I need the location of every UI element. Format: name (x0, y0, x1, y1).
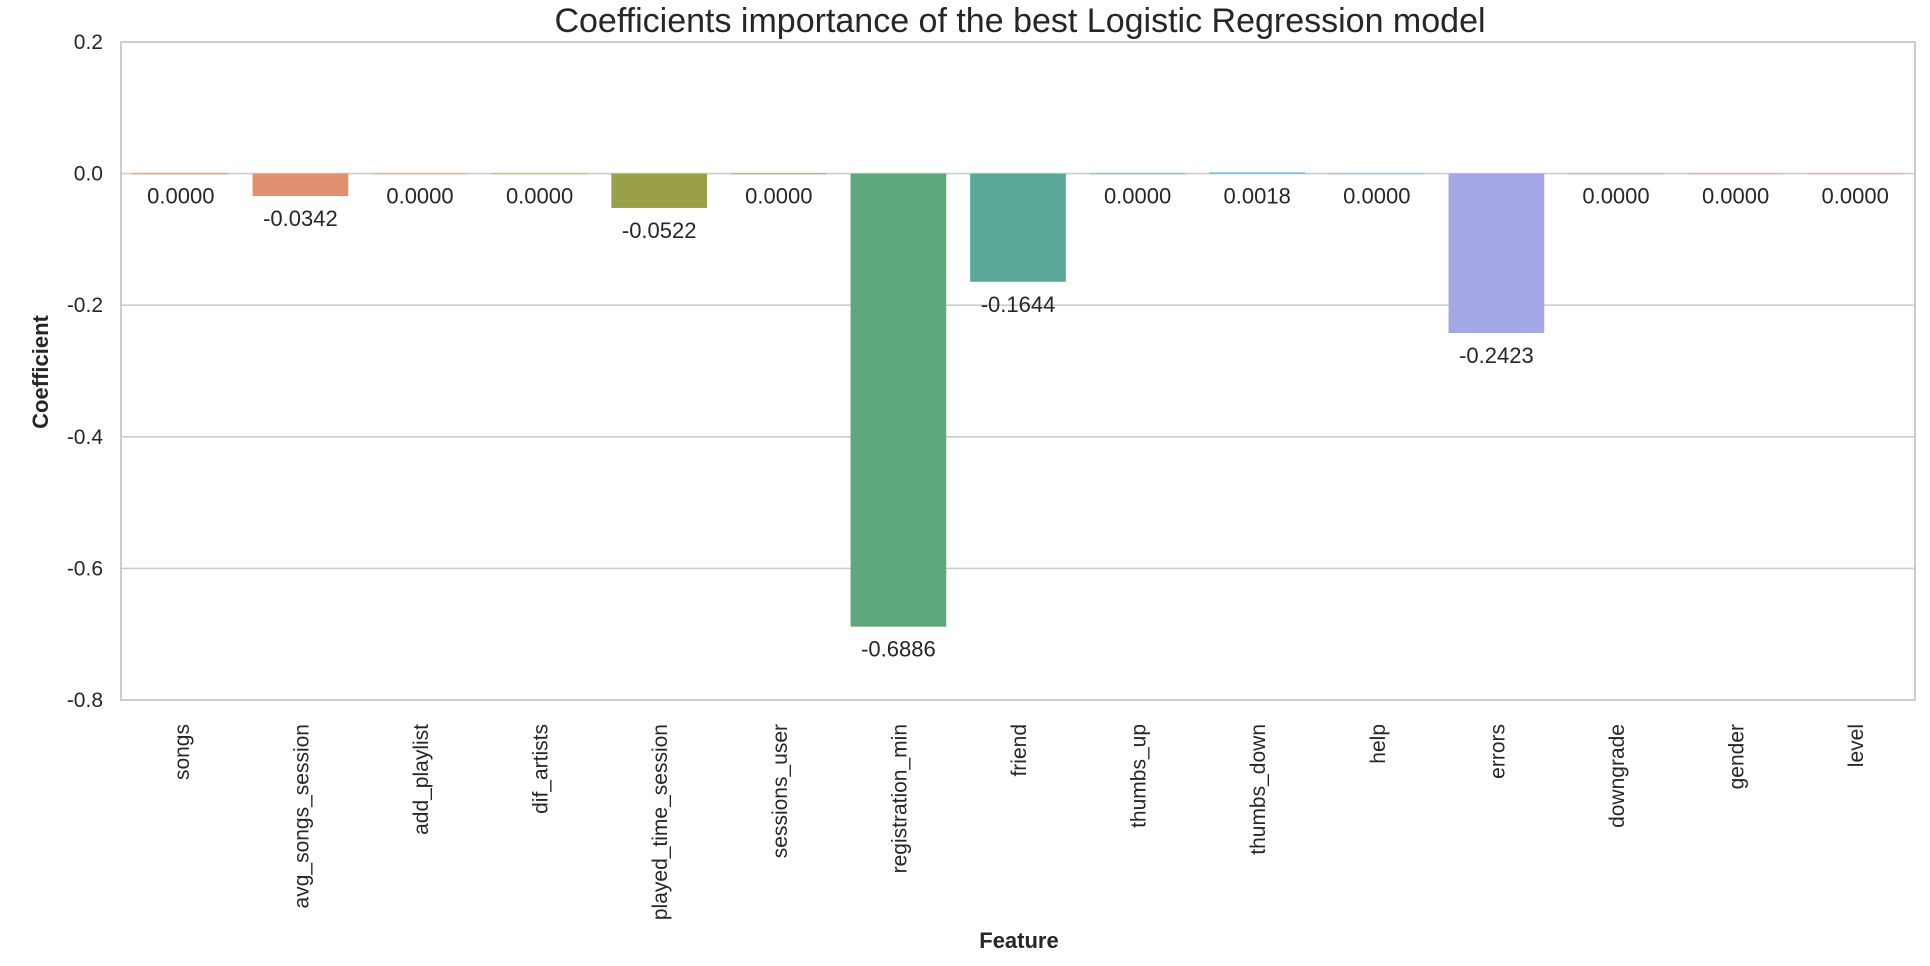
data-label: 0.0000 (147, 184, 214, 209)
bars (132, 172, 1904, 627)
x-tick-label: sessions_user (769, 724, 792, 858)
x-tick-label: avg_songs_session (290, 724, 313, 908)
data-label: -0.2423 (1459, 343, 1534, 368)
gridlines (121, 41, 1915, 701)
x-tick-label: level (1845, 724, 1868, 767)
bar-registration_min (850, 173, 947, 627)
data-label: 0.0000 (1582, 184, 1649, 209)
data-label: -0.1644 (981, 292, 1056, 317)
chart-title: Coefficients importance of the best Logi… (554, 2, 1485, 40)
bar-add_playlist (372, 173, 468, 175)
x-tick-label: downgrade (1606, 724, 1629, 828)
x-tick-label: songs (171, 724, 194, 780)
bar-help (1328, 173, 1425, 175)
x-tick-label: played_time_session (649, 724, 672, 920)
x-tick-label: thumbs_up (1128, 724, 1151, 828)
x-tick-label: gender (1726, 724, 1749, 789)
bar-downgrade (1568, 173, 1664, 175)
x-tick-label: dif_artists (530, 724, 553, 814)
x-tick-label: add_playlist (410, 724, 433, 835)
bar-errors (1448, 173, 1545, 334)
x-tick-label: help (1367, 724, 1390, 764)
x-axis-ticks: songs avg_songs_session add_playlist dif_ar… (171, 724, 1868, 920)
x-tick-label: thumbs_down (1247, 724, 1270, 855)
bar-thumbs_down (1209, 172, 1306, 174)
data-label: 0.0000 (386, 184, 453, 209)
bar-gender (1687, 173, 1784, 175)
y-tick-label: -0.8 (67, 689, 103, 712)
bar-dif_artists (491, 173, 588, 175)
data-label: 0.0000 (745, 184, 812, 209)
bar-level (1807, 173, 1904, 175)
plot-frame (120, 41, 1916, 701)
bar-sessions_user (730, 173, 827, 175)
data-label: 0.0018 (1224, 184, 1291, 209)
bar-friend (970, 173, 1066, 282)
data-label: 0.0000 (1104, 184, 1171, 209)
x-tick-label: friend (1008, 724, 1031, 777)
data-label: -0.0342 (263, 206, 338, 231)
data-label: -0.0522 (622, 218, 697, 243)
data-label: 0.0000 (1822, 184, 1889, 209)
x-tick-label: errors (1486, 724, 1509, 779)
y-tick-label: -0.4 (67, 426, 104, 449)
y-tick-label: -0.6 (67, 557, 103, 580)
y-tick-label: 0.2 (74, 31, 103, 54)
bar-thumbs_up (1089, 173, 1186, 175)
data-label: 0.0000 (1343, 184, 1410, 209)
y-tick-label: 0.0 (74, 163, 103, 186)
bar-played_time_session (611, 173, 708, 208)
data-label: -0.6886 (861, 637, 936, 662)
y-axis-label: Coefficient (28, 314, 53, 428)
x-axis-label: Feature (979, 928, 1058, 953)
data-labels: 0.0000 -0.0342 0.0000 0.0000 -0.0522 0.0000 -0… (147, 184, 1889, 662)
y-tick-label: -0.2 (67, 294, 103, 317)
y-axis-ticks: 0.2 0.0 -0.2 -0.4 -0.6 -0.8 (67, 31, 104, 712)
bar-avg_songs_session (252, 173, 349, 197)
data-label: 0.0000 (506, 184, 573, 209)
x-tick-label: registration_min (888, 724, 911, 873)
data-label: 0.0000 (1702, 184, 1769, 209)
bar-songs (132, 173, 229, 175)
